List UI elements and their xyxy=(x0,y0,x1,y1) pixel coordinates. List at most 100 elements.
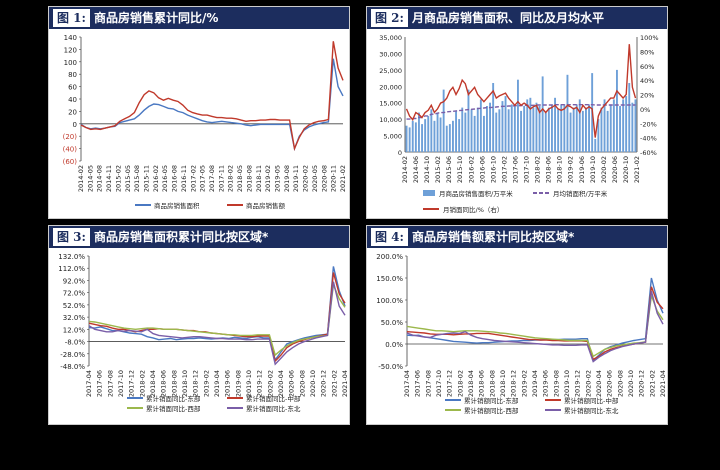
legend-label: 商品房销售面积 xyxy=(154,201,200,210)
legend-label: 月销面同比/%（右） xyxy=(443,205,503,214)
bar xyxy=(433,120,436,152)
bar xyxy=(455,110,457,152)
bar xyxy=(609,104,612,152)
series-line-4 xyxy=(406,291,664,363)
y-tick-label: 30,000 xyxy=(379,50,402,58)
x-tick-label: 2017-12 xyxy=(446,370,454,397)
chart-panel-1: 图 1: 商品房销售累计同比/% 140 120 100 80 60 40 20 0 (20) (4… xyxy=(48,6,350,219)
yoy-line xyxy=(405,44,637,138)
y-tick-label: 100 xyxy=(64,59,77,67)
x-tick-label: 2019-05 xyxy=(274,165,282,192)
x-tick-label: 2017-10 xyxy=(117,370,125,397)
series-line-1 xyxy=(406,277,664,363)
bar xyxy=(498,109,501,152)
bar xyxy=(560,104,563,152)
bar xyxy=(529,97,532,152)
x-tick-label: 2014-10 xyxy=(423,156,431,183)
x-tick-label: 2017-04 xyxy=(85,370,93,397)
bar xyxy=(464,112,467,152)
x-tick-label: 2019-06 xyxy=(578,156,586,183)
x-tick-label: 2018-12 xyxy=(510,370,518,397)
legend-label: 累计销额同比-东部 xyxy=(464,396,519,405)
x-tick-label: 2021-02 xyxy=(633,156,641,183)
y-tick-label: 150.0% xyxy=(376,275,403,283)
bar xyxy=(405,125,408,152)
bar xyxy=(408,127,411,152)
bar xyxy=(507,109,510,152)
y-tick-label: 0.0% xyxy=(385,341,403,349)
x-tick-label: 2016-08 xyxy=(171,165,179,192)
y-tick-label: 60 xyxy=(68,84,77,92)
x-tick-label: 2015-08 xyxy=(133,165,141,192)
x-tick-label: 2015-02 xyxy=(114,165,122,192)
x-tick-label: 2020-10 xyxy=(627,370,635,397)
x-tick-label: 2017-06 xyxy=(96,370,104,397)
x-tick-label: 2015-10 xyxy=(456,156,464,183)
legend-label: 月商品房销售面积/万平米 xyxy=(439,189,513,198)
legend-label: 累计销额同比-中部 xyxy=(564,396,619,405)
bar xyxy=(578,99,581,152)
x-tick-label: 2018-08 xyxy=(245,165,253,192)
x-tick-label: 2018-10 xyxy=(181,370,189,397)
chart-title-4: 图 4: 商品房销售额累计同比按区域* xyxy=(367,226,667,248)
x-tick-label: 2016-06 xyxy=(478,156,486,183)
bar xyxy=(557,109,560,152)
y-tick-label: 100.0% xyxy=(376,297,403,305)
legend-label: 月均销面积/万平米 xyxy=(553,189,608,198)
x-tick-label: 2015-06 xyxy=(445,156,453,183)
bar xyxy=(597,119,600,152)
legend-label: 累计销面同比-东北 xyxy=(246,404,301,413)
y2-tick-label: -40% xyxy=(640,135,657,143)
y-tick-label: (20) xyxy=(63,133,78,141)
legend-swatch xyxy=(423,190,435,196)
bar xyxy=(501,101,504,152)
bar xyxy=(619,106,621,152)
bar xyxy=(439,117,442,152)
figure-number: 图 3: xyxy=(53,228,90,246)
x-tick-label: 2020-05 xyxy=(311,165,319,192)
figure-title: 商品房销售面积累计同比按区域* xyxy=(93,230,269,244)
x-tick-label: 2014-02 xyxy=(401,156,409,183)
x-tick-label: 2016-11 xyxy=(180,165,188,192)
x-tick-label: 2019-02 xyxy=(520,370,528,397)
y-tick-label: 20,000 xyxy=(379,83,402,91)
bar xyxy=(544,112,547,152)
x-tick-label: 2019-12 xyxy=(574,370,582,397)
legend-label: 累计销额同比-东北 xyxy=(564,406,619,415)
y-tick-label: 12.0% xyxy=(63,326,86,334)
y-tick-label: 112.0% xyxy=(58,265,85,273)
bar xyxy=(600,107,603,152)
series-line-4 xyxy=(88,281,346,366)
bar xyxy=(554,97,556,152)
x-tick-label: 2019-06 xyxy=(542,370,550,397)
x-tick-label: 2021-02 xyxy=(648,370,656,397)
y2-tick-label: -20% xyxy=(640,120,657,128)
series-line-2 xyxy=(88,272,346,363)
x-tick-label: 2017-06 xyxy=(414,370,422,397)
bar xyxy=(445,125,448,152)
x-tick-label: 2016-10 xyxy=(489,156,497,183)
bar xyxy=(575,104,578,152)
chart-title-2: 图 2: 月商品房销售面积、同比及月均水平 xyxy=(367,7,667,29)
y2-tick-label: 80% xyxy=(640,48,654,56)
chart-panel-3: 图 3: 商品房销售面积累计同比按区域* 132.0% 112.0% 92.0% 72.… xyxy=(48,225,350,425)
x-tick-label: 2017-08 xyxy=(106,370,114,397)
x-tick-label: 2019-02 xyxy=(567,156,575,183)
x-tick-label: 2018-04 xyxy=(149,370,157,397)
x-tick-label: 2019-11 xyxy=(292,165,300,192)
bar xyxy=(612,99,615,152)
x-tick-label: 2018-06 xyxy=(545,156,553,183)
bar xyxy=(569,112,572,152)
x-tick-label: 2018-06 xyxy=(478,370,486,397)
figure-title: 月商品房销售面积、同比及月均水平 xyxy=(411,11,604,25)
chart-title-1: 图 1: 商品房销售累计同比/% xyxy=(49,7,349,29)
x-tick-label: 2017-04 xyxy=(403,370,411,397)
y-tick-label: -28.0% xyxy=(60,351,85,359)
bar xyxy=(513,106,516,152)
bar xyxy=(532,107,535,152)
x-tick-label: 2021-02 xyxy=(330,370,338,397)
x-tick-label: 2017-08 xyxy=(424,370,432,397)
x-tick-label: 2017-10 xyxy=(435,370,443,397)
y2-tick-label: 60% xyxy=(640,63,654,71)
bar xyxy=(622,99,625,152)
